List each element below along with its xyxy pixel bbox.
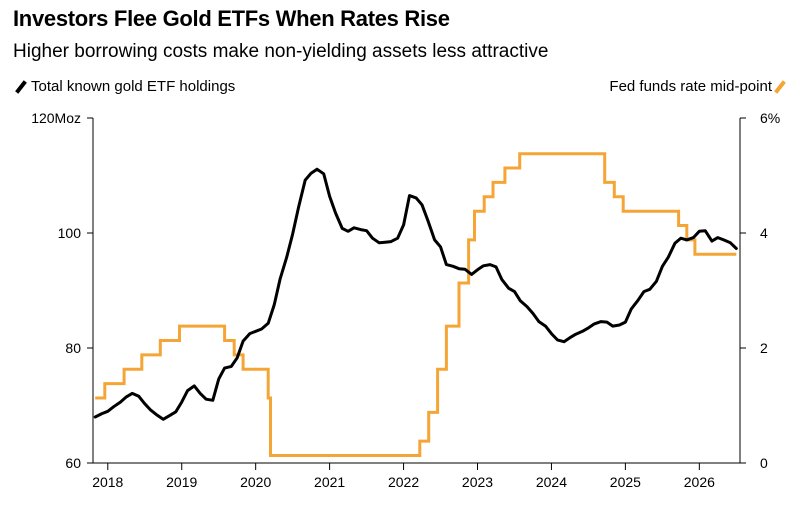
chart-subtitle: Higher borrowing costs make non-yielding… [13, 41, 549, 62]
right-tick-label-6: 6% [760, 110, 780, 126]
x-tick-label-2025: 2025 [610, 474, 641, 490]
x-tick-label-2022: 2022 [388, 474, 419, 490]
x-tick-label-2024: 2024 [536, 474, 567, 490]
legend-gold-etf: Total known gold ETF holdings [13, 78, 235, 95]
right-tick-label-4: 4 [760, 225, 768, 241]
axes: 60 80 100 120Moz 0 2 4 6% 2018 2019 2020 2021 2022 20… [31, 110, 780, 490]
x-tick-label-2023: 2023 [462, 474, 493, 490]
x-tick-label-2018: 2018 [92, 474, 123, 490]
left-tick-label-80: 80 [65, 340, 81, 356]
left-tick-label-120: 120Moz [31, 110, 81, 126]
x-tick-label-2020: 2020 [240, 474, 271, 490]
legend-label-gold-etf: Total known gold ETF holdings [31, 78, 236, 95]
legend-fed-rate: Fed funds rate mid-point [609, 78, 790, 95]
right-tick-label-0: 0 [760, 455, 768, 471]
left-tick-label-100: 100 [58, 225, 82, 241]
right-tick-label-2: 2 [760, 340, 768, 356]
series-layer [93, 152, 738, 457]
series-line-gold-etf-holdings [93, 167, 738, 421]
legend-label-fed-rate: Fed funds rate mid-point [609, 78, 772, 95]
x-tick-label-2019: 2019 [166, 474, 197, 490]
chart-title: Investors Flee Gold ETFs When Rates Rise [13, 6, 450, 31]
left-tick-label-60: 60 [65, 455, 81, 471]
x-tick-label-2026: 2026 [684, 474, 715, 490]
series-line-fed-funds-rate [95, 152, 737, 457]
x-tick-label-2021: 2021 [314, 474, 345, 490]
